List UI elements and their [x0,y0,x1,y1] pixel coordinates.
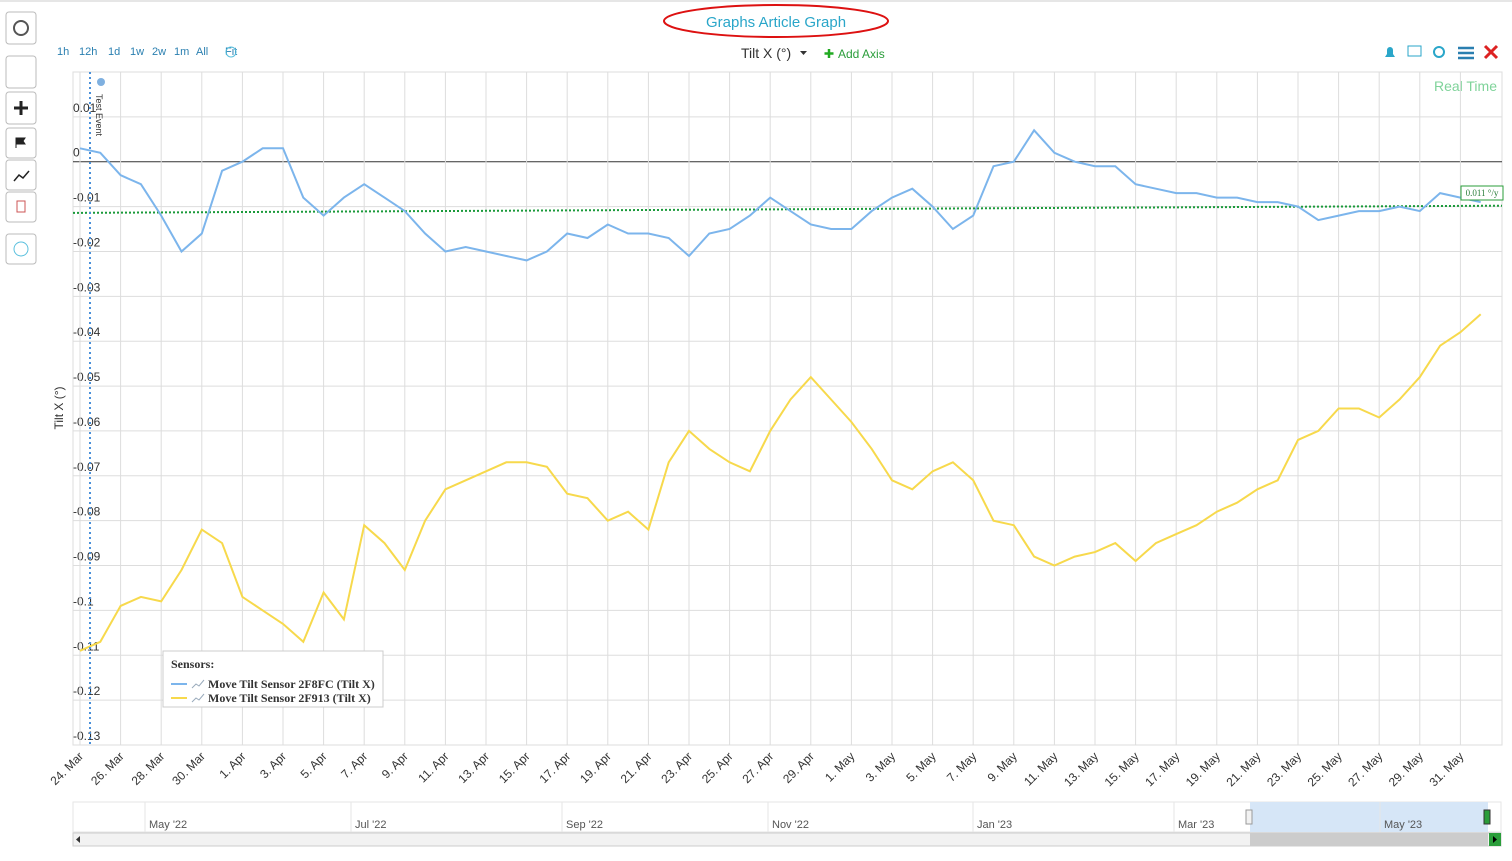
navigator-label: Jan '23 [977,819,1012,831]
help-icon [13,241,29,257]
legend: Sensors: Move Tilt Sensor 2F8FC (Tilt X)… [162,650,384,708]
timer-icon[interactable] [225,46,237,58]
range-button[interactable]: 1w [130,46,144,58]
menu-icon[interactable] [1458,46,1474,60]
range-button[interactable]: 1h [57,46,69,58]
legend-box [162,650,384,708]
legend-icon [191,693,205,703]
trend-label: 0.011 °/y [1466,188,1499,198]
zoom-button[interactable] [5,55,37,89]
navigator-handle-right[interactable] [1483,809,1491,825]
y-axis-title: Tilt X (°) [52,386,66,429]
add-icon [824,49,834,58]
navigator-label: Sep '22 [566,819,603,831]
add-axis[interactable]: Add Axis [838,47,885,61]
trend-icon [13,170,30,182]
sidebar [5,11,37,265]
trend-badge [1460,185,1504,201]
real-time[interactable]: Real Time [1434,78,1497,94]
help-button[interactable] [5,233,37,265]
range-button[interactable]: All [196,46,208,58]
y-tick-label: -0.07 [73,460,101,474]
y-tick-label: 0 [73,146,80,160]
range-button[interactable]: 1m [174,46,189,58]
legend-icon [191,679,205,689]
dropdown-caret [800,51,807,55]
scroll-left[interactable] [76,836,80,843]
y-tick-label: -0.04 [73,325,101,339]
gear-icon-2[interactable] [1433,46,1445,58]
title-highlight [663,4,889,38]
axis-select[interactable]: Tilt X (°) [741,45,791,61]
y-tick-label: -0.1 [73,594,94,608]
scrollbar-thumb[interactable] [1250,833,1488,846]
gear-icon [13,20,29,36]
navigator-label: Jul '22 [355,819,386,831]
scroll-right [1493,836,1497,843]
table-icon[interactable] [1407,45,1422,57]
range-button[interactable]: Fit [225,46,237,58]
event-icon[interactable] [97,78,105,86]
plot [72,128,1503,652]
navigator-label: May '22 [149,819,187,831]
y-tick-label: -0.08 [73,505,101,519]
y-tick-label: -0.13 [73,729,101,743]
close-icon[interactable] [1483,44,1499,60]
navigator-handle-left[interactable] [1245,809,1253,825]
trash-icon [16,200,26,213]
chart-title: Graphs Article Graph [706,14,846,31]
event-label: Test Event [94,94,104,137]
legend-label[interactable]: Move Tilt Sensor 2F8FC (Tilt X) [208,677,375,691]
y-tick-label: -0.03 [73,280,101,294]
range-button[interactable]: 2w [152,46,166,58]
y-tick-label: -0.02 [73,235,101,249]
plus-icon [14,101,28,115]
series-line [79,128,1481,262]
series-line [79,313,1482,652]
flag-icon [15,137,26,148]
delete-button[interactable] [5,191,37,223]
bell-icon[interactable] [1385,47,1395,57]
settings-button[interactable] [5,11,37,45]
y-tick-label: -0.06 [73,415,101,429]
y-tick-label: -0.11 [73,639,100,653]
navigator-label: May '23 [1384,819,1422,831]
navigator-label: Nov '22 [772,819,809,831]
navigator-label: Mar '23 [1178,819,1214,831]
top-right-icons [1385,44,1499,60]
legend-title: Sensors: [171,657,214,671]
y-tick-label: -0.12 [73,684,101,698]
legend-label[interactable]: Move Tilt Sensor 2F913 (Tilt X) [208,691,371,705]
trend-button[interactable] [5,159,37,191]
y-tick-label: -0.05 [73,370,101,384]
navigator-selection[interactable] [1250,802,1488,832]
navigator: May '22 Jul '22 Sep '22 Nov '22 Jan '23 Mar '… [72,801,1502,847]
range-buttons: 1h 12h 1d 1w 2w 1m All Fit [57,46,237,58]
y-tick-label: -0.09 [73,550,101,564]
range-button[interactable]: 12h [79,46,97,58]
y-tick-label: 0.01 [73,101,97,115]
y-tick-label: -0.01 [73,191,101,205]
range-button[interactable]: 1d [108,46,120,58]
